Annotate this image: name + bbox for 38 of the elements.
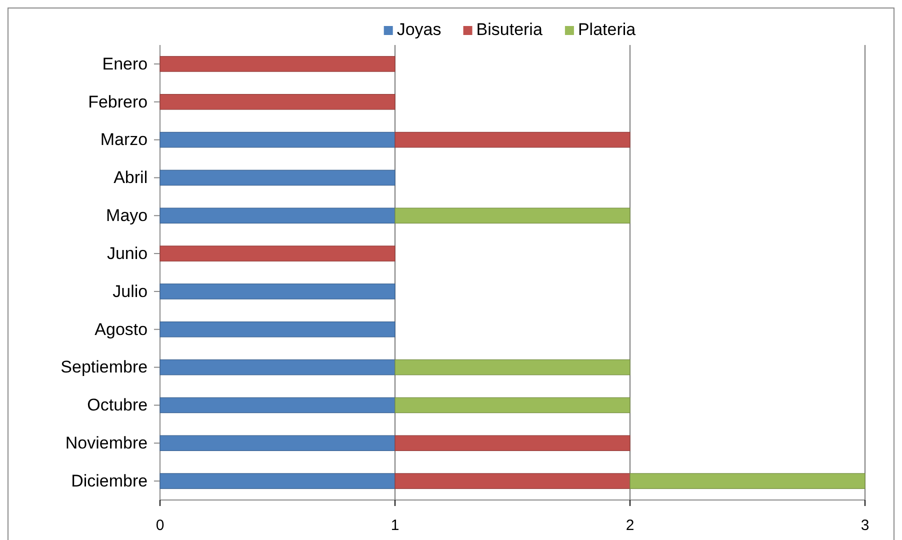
- bar: [160, 94, 396, 110]
- bar: [394, 473, 630, 489]
- bar: [160, 473, 396, 489]
- bar: [394, 435, 630, 452]
- bar: [160, 246, 396, 262]
- x-tick-label: 1: [390, 517, 400, 534]
- y-tick-label: Agosto: [94, 320, 148, 339]
- bar: [394, 208, 630, 224]
- bar: [160, 284, 396, 300]
- legend-label: Bisuteria: [476, 20, 543, 39]
- bar: [160, 170, 396, 186]
- bar: [160, 208, 396, 224]
- x-tick-label: 2: [626, 517, 634, 534]
- bar: [160, 56, 396, 72]
- x-tick-label: 3: [860, 517, 870, 534]
- y-tick-label: Noviembre: [65, 434, 148, 453]
- y-tick-label: Febrero: [88, 92, 148, 112]
- bar: [394, 359, 630, 376]
- bar: [160, 359, 396, 376]
- legend-label: Joyas: [396, 20, 442, 39]
- y-tick-label: Septiembre: [60, 358, 148, 377]
- x-tick-label: 0: [156, 517, 164, 534]
- bar: [160, 321, 396, 338]
- y-tick-label: Julio: [112, 282, 148, 301]
- legend-label: Plateria: [578, 20, 636, 39]
- bar: [160, 132, 396, 148]
- bar: [394, 132, 630, 148]
- bar: [630, 473, 866, 489]
- bar: [394, 397, 630, 414]
- y-tick-label: Junio: [106, 244, 148, 263]
- y-tick-label: Marzo: [100, 130, 148, 150]
- bar: [160, 435, 396, 452]
- y-tick-label: Octubre: [87, 396, 148, 415]
- bar: [160, 397, 396, 414]
- y-tick-label: Enero: [102, 54, 148, 74]
- y-tick-label: Mayo: [106, 206, 148, 226]
- y-tick-label: Diciembre: [71, 471, 148, 490]
- y-tick-label: Abril: [114, 168, 148, 188]
